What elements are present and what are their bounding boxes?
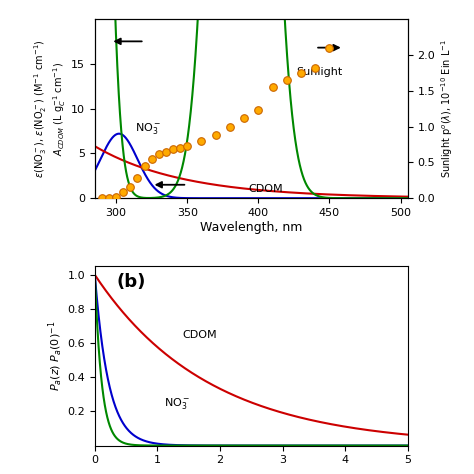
Point: [297, 69, 305, 76]
Text: CDOM: CDOM: [248, 184, 283, 194]
Point: [255, 106, 262, 114]
Point: [240, 114, 248, 122]
Y-axis label: Sunlight p$^o$($\lambda$), 10$^{-10}$ Ein L$^{-1}$: Sunlight p$^o$($\lambda$), 10$^{-10}$ Ei…: [439, 39, 455, 178]
Text: (b): (b): [117, 273, 146, 292]
Point: [176, 144, 184, 152]
Point: [105, 194, 113, 202]
Point: [148, 155, 155, 163]
Point: [134, 174, 141, 182]
Point: [183, 142, 191, 150]
Text: NO$_3^-$: NO$_3^-$: [164, 396, 190, 411]
Point: [98, 194, 106, 202]
Text: CDOM: CDOM: [182, 330, 217, 340]
Point: [311, 64, 319, 72]
Point: [226, 123, 234, 130]
Point: [326, 44, 333, 52]
Point: [212, 131, 219, 139]
Point: [127, 183, 134, 191]
Point: [119, 189, 127, 196]
Point: [283, 76, 291, 84]
Y-axis label: $P_a(z)$ $P_a(0)^{-1}$: $P_a(z)$ $P_a(0)^{-1}$: [46, 321, 64, 391]
Text: Sunlight: Sunlight: [297, 67, 343, 77]
Point: [269, 83, 276, 91]
Point: [162, 148, 170, 155]
Point: [112, 193, 120, 201]
Point: [141, 162, 148, 170]
Y-axis label: $\epsilon$(NO$_3^-$), $\epsilon$(NO$_2^-$) (M$^{-1}$ cm$^{-1}$)
$A_{CDOM}$ (L g$: $\epsilon$(NO$_3^-$), $\epsilon$(NO$_2^-…: [32, 39, 68, 178]
Text: NO$_3^-$: NO$_3^-$: [135, 121, 161, 136]
Point: [198, 137, 205, 145]
Point: [169, 146, 177, 153]
Point: [155, 150, 163, 157]
X-axis label: Wavelength, nm: Wavelength, nm: [200, 221, 302, 234]
